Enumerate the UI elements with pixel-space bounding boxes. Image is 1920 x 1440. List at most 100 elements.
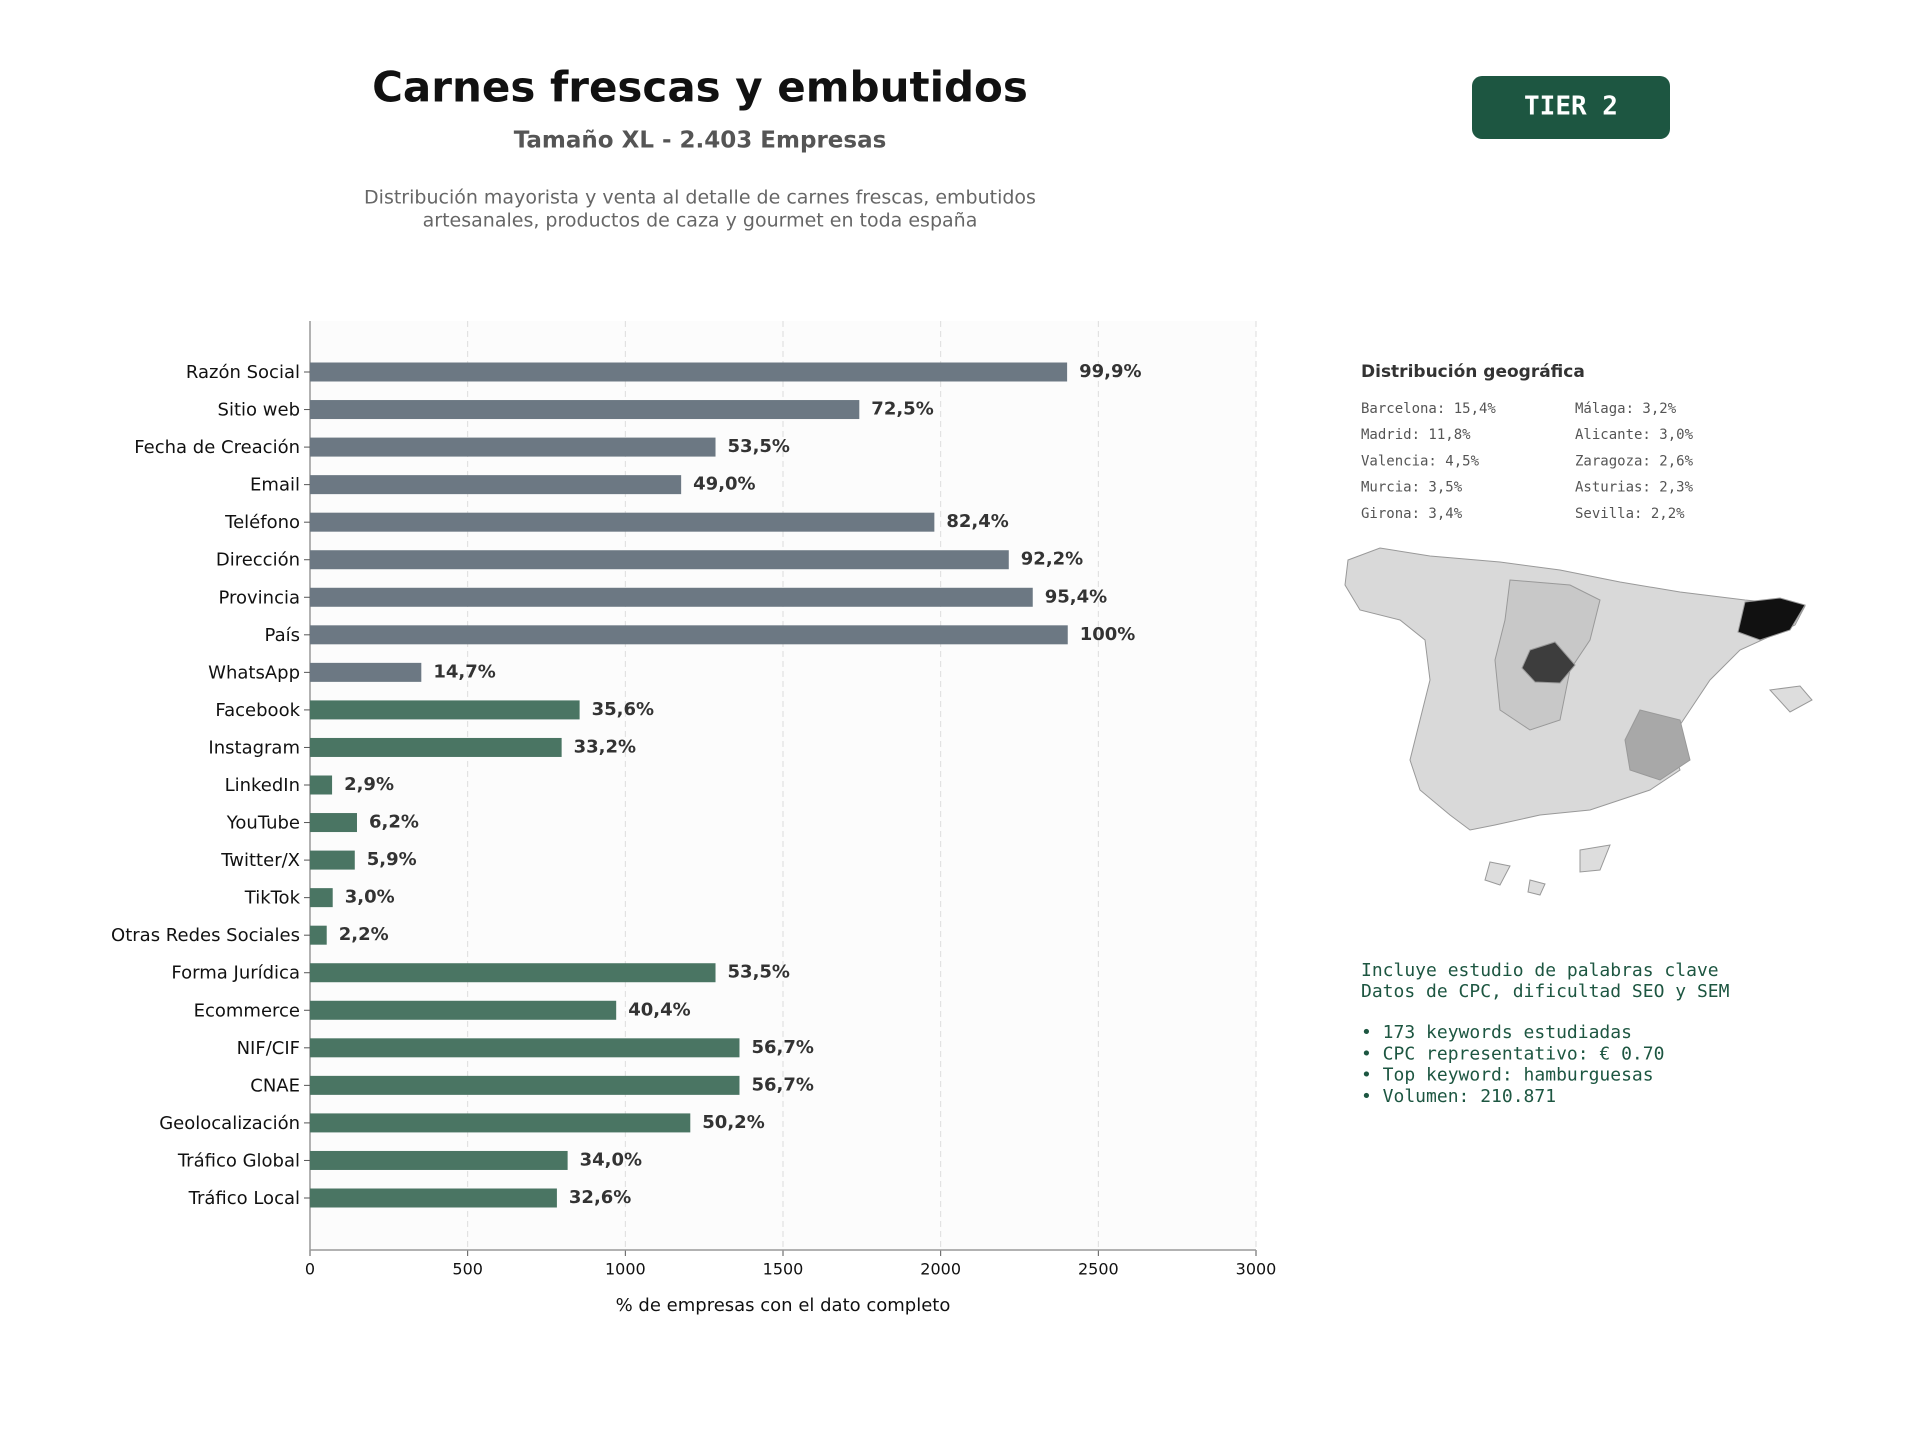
x-tick-label: 0 (305, 1260, 315, 1279)
map-canarias (1484, 844, 1611, 896)
y-tick-label: YouTube (226, 813, 300, 834)
keyword-line: Datos de CPC, dificultad SEO y SEM (1361, 981, 1730, 1002)
geo-list: Barcelona: 15,4% Madrid: 11,8% Valencia: 4… (1361, 401, 1694, 522)
bar (310, 775, 333, 795)
bar (310, 1000, 617, 1020)
geo-item: Girona: 3,4% (1361, 506, 1463, 522)
geo-item: Asturias: 2,3% (1575, 480, 1694, 496)
bar (310, 400, 860, 420)
y-tick-label: Dirección (216, 550, 300, 571)
bar (310, 437, 716, 457)
geo-item: Murcia: 3,5% (1361, 480, 1463, 496)
value-label: 53,5% (728, 436, 790, 457)
bar (310, 662, 422, 682)
value-label: 56,7% (751, 1037, 813, 1058)
y-tick-label: Email (250, 475, 300, 496)
bar (310, 1075, 740, 1095)
value-label: 53,5% (728, 962, 790, 983)
value-label: 34,0% (580, 1149, 642, 1170)
subtitle: Tamaño XL - 2.403 Empresas (514, 128, 887, 154)
keyword-bullet: • Top keyword: hamburguesas (1361, 1065, 1654, 1086)
value-label: 56,7% (751, 1074, 813, 1095)
keyword-line: Incluye estudio de palabras clave (1361, 960, 1719, 981)
value-label: 14,7% (433, 661, 495, 682)
geo-item: Málaga: 3,2% (1575, 401, 1677, 417)
x-tick-label: 1500 (763, 1260, 804, 1279)
geo-item: Barcelona: 15,4% (1361, 401, 1496, 417)
map-madrid (1521, 641, 1576, 684)
map (1344, 547, 1813, 896)
value-label: 72,5% (871, 399, 933, 420)
bar (310, 1150, 568, 1170)
value-label: 49,0% (693, 474, 755, 495)
y-tick-label: Geolocalización (159, 1113, 300, 1134)
value-label: 95,4% (1045, 586, 1107, 607)
bar (310, 1188, 557, 1208)
keyword-bullet: • Volumen: 210.871 (1361, 1086, 1556, 1107)
x-tick-label: 500 (452, 1260, 483, 1279)
y-tick-label: LinkedIn (225, 775, 300, 796)
value-label: 99,9% (1079, 361, 1141, 382)
geo-item: Madrid: 11,8% (1361, 427, 1471, 443)
bar (310, 550, 1009, 570)
badge-box (1472, 76, 1670, 139)
value-label: 5,9% (367, 849, 417, 870)
bar (310, 963, 716, 983)
y-tick-label: Tráfico Global (177, 1150, 300, 1171)
geo-item: Alicante: 3,0% (1575, 427, 1694, 443)
badge: TIER 2 (1524, 92, 1618, 122)
y-tick-label: CNAE (250, 1075, 300, 1096)
map-valencia (1624, 709, 1691, 781)
value-label: 40,4% (628, 999, 690, 1020)
bar (310, 1038, 740, 1058)
title: Carnes frescas y embutidos (372, 63, 1028, 112)
bar (310, 1113, 691, 1133)
x-axis-label: % de empresas con el dato completo (616, 1295, 951, 1316)
y-tick-label: Instagram (208, 737, 300, 758)
y-tick-label: Facebook (215, 700, 300, 721)
geo-title: Distribución geográfica (1361, 362, 1585, 382)
map-islands (1768, 685, 1813, 713)
map-barcelona (1737, 597, 1806, 641)
y-tick-label: País (265, 625, 300, 646)
bar (310, 813, 357, 833)
y-tick-label: NIF/CIF (237, 1038, 300, 1059)
description: artesanales, productos de caza y gourmet… (423, 210, 978, 232)
value-label: 6,2% (369, 812, 419, 833)
y-tick-label: WhatsApp (208, 662, 300, 683)
x-tick-label: 1000 (605, 1260, 646, 1279)
bar (310, 475, 682, 495)
y-tick-label: Razón Social (186, 362, 300, 383)
value-label: 2,2% (339, 924, 389, 945)
bar (310, 587, 1033, 607)
bar (310, 362, 1068, 382)
value-label: 92,2% (1021, 549, 1083, 570)
chart: 0 500 1000 1500 2000 2500 3000 % de empresas co… (111, 321, 1276, 1316)
y-tick-label: Fecha de Creación (134, 437, 300, 458)
keyword-bullet: • CPC representativo: € 0.70 (1361, 1043, 1664, 1064)
value-label: 32,6% (569, 1187, 631, 1208)
y-tick-label: Tráfico Local (188, 1188, 300, 1209)
value-label: 3,0% (345, 887, 395, 908)
geo-item: Zaragoza: 2,6% (1575, 453, 1694, 469)
bar (310, 700, 580, 720)
x-tick-label: 3000 (1236, 1260, 1277, 1279)
y-tick-label: Provincia (218, 587, 300, 608)
bar (310, 925, 327, 945)
x-tick-label: 2000 (920, 1260, 961, 1279)
x-tick-label: 2500 (1078, 1260, 1119, 1279)
value-label: 33,2% (574, 736, 636, 757)
bar (310, 850, 355, 870)
value-label: 2,9% (344, 774, 394, 795)
value-label: 35,6% (592, 699, 654, 720)
y-tick-label: Forma Jurídica (171, 963, 300, 984)
value-label: 82,4% (946, 511, 1008, 532)
map-peninsula (1344, 547, 1806, 831)
keyword-bullet: • 173 keywords estudiadas (1361, 1022, 1632, 1043)
y-tick-label: Sitio web (218, 400, 300, 421)
value-label: 50,2% (702, 1112, 764, 1133)
geo-item: Valencia: 4,5% (1361, 453, 1480, 469)
bar (310, 512, 935, 532)
